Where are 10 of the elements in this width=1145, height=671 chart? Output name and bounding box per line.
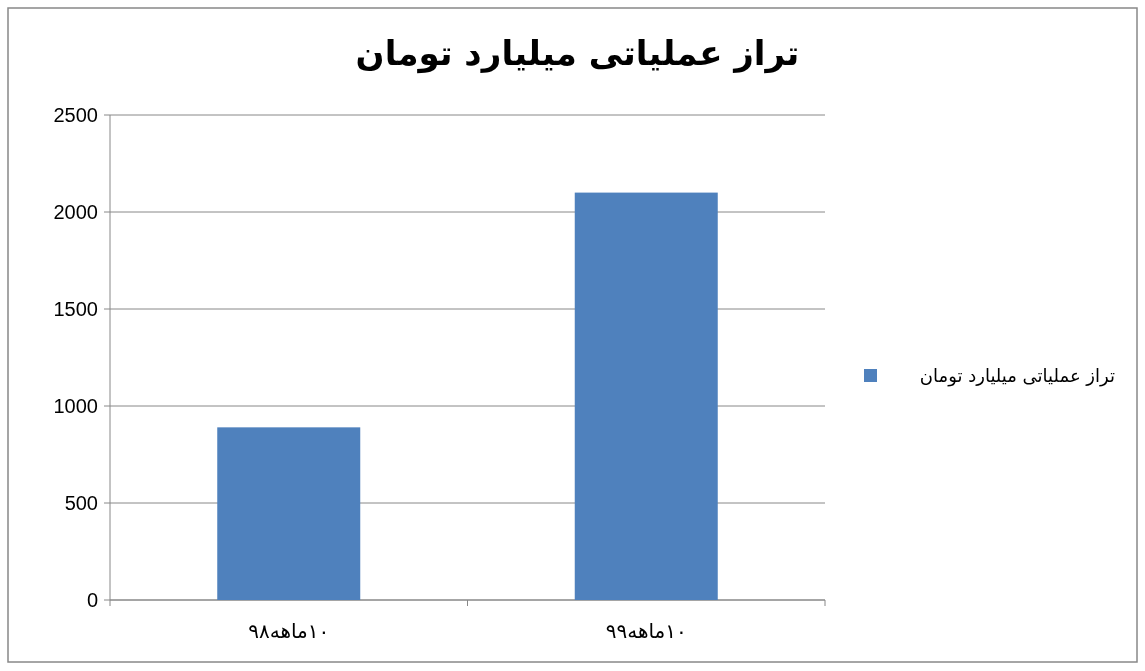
y-tick-label: 500 bbox=[64, 492, 98, 514]
y-tick-label: 1500 bbox=[53, 298, 98, 320]
y-tick-label: 0 bbox=[86, 589, 98, 611]
x-tick-label: ۱۰ماهه۹۸ bbox=[248, 619, 330, 643]
legend-label: تراز عملیاتی میلیارد تومان bbox=[919, 365, 1115, 387]
y-tick-label: 2500 bbox=[53, 104, 98, 126]
y-tick-label: 2000 bbox=[53, 201, 98, 223]
chart-title: تراز عملیاتی میلیارد تومان bbox=[355, 33, 800, 74]
x-tick-label: ۱۰ماهه۹۹ bbox=[605, 619, 687, 643]
y-tick-label: 1000 bbox=[53, 395, 98, 417]
